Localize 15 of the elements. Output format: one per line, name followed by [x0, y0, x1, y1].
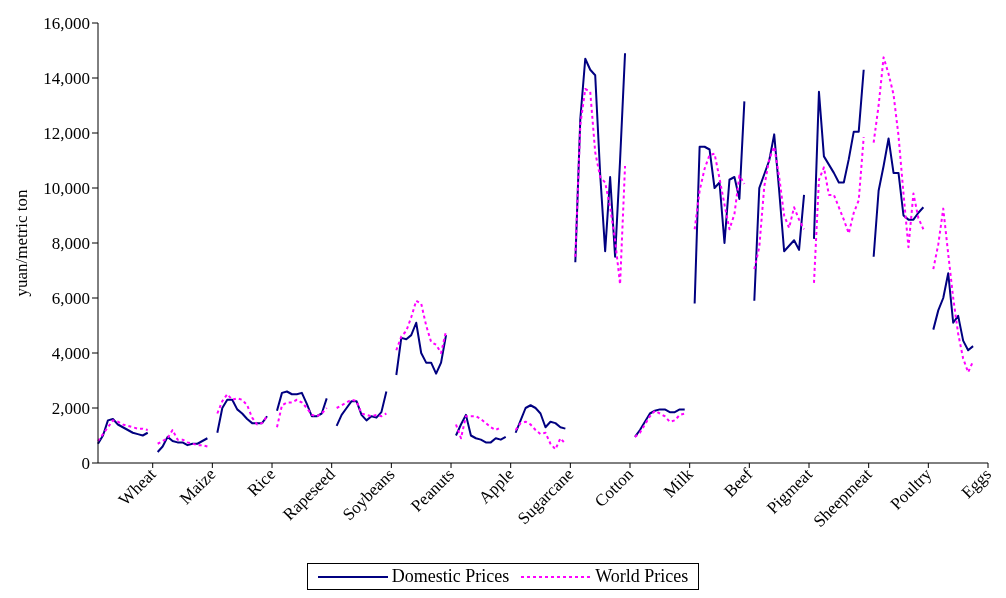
y-tick-label: 12,000	[43, 124, 90, 144]
y-tick-label: 2,000	[51, 399, 90, 419]
y-tick-label: 0	[81, 454, 90, 474]
y-tick-label: 10,000	[43, 179, 90, 199]
x-tick-label: Milk	[659, 464, 698, 502]
y-tick-label: 16,000	[43, 14, 90, 34]
legend-label: Domestic Prices	[391, 566, 510, 587]
y-tick-label: 14,000	[43, 69, 90, 89]
y-tick-label: 8,000	[51, 234, 90, 254]
x-tick-label: Eggs	[957, 464, 996, 503]
y-tick-label: 6,000	[51, 289, 90, 309]
legend-label: World Prices	[595, 566, 689, 587]
y-tick-label: 4,000	[51, 344, 90, 364]
x-tick-label: Rice	[243, 464, 280, 501]
y-axis-title: yuan/metric ton	[12, 188, 32, 297]
